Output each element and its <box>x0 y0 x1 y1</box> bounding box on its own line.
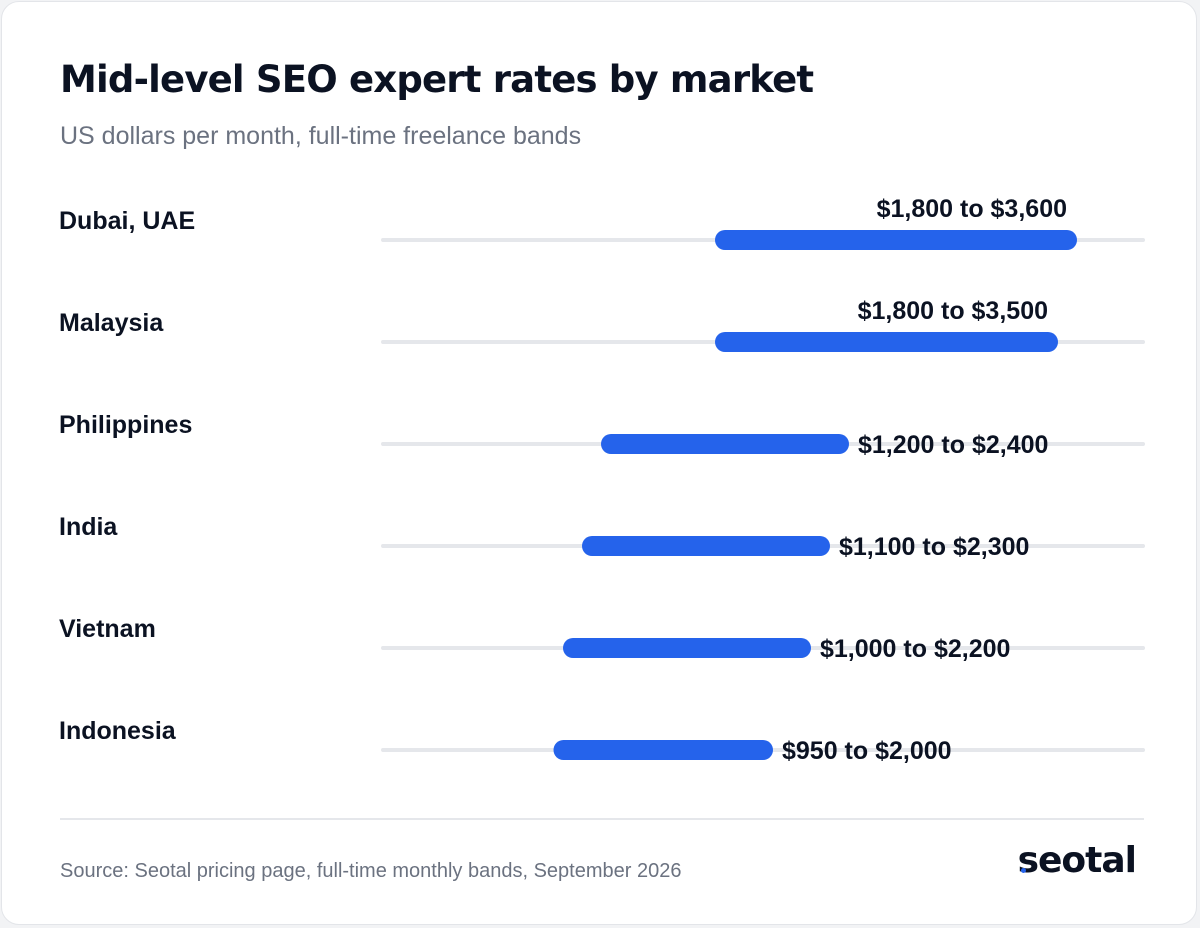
range-value-label: $1,100 to $2,300 <box>839 533 1029 561</box>
range-value-label: $1,800 to $3,500 <box>858 297 1048 325</box>
range-chart: Dubai, UAE $1,800 to $3,600 Malaysia $1,800… <box>59 195 1145 765</box>
logo-text: seotal <box>1017 840 1137 881</box>
range-value-label: $950 to $2,000 <box>782 737 952 765</box>
range-value-label: $1,000 to $2,200 <box>820 635 1010 663</box>
source-note: Source: Seotal pricing page, full-time m… <box>60 860 682 882</box>
chart-subtitle: US dollars per month, full-time freelanc… <box>60 122 582 150</box>
market-label: Malaysia <box>59 309 164 337</box>
footer-divider <box>60 818 1144 820</box>
range-value-label: $1,800 to $3,600 <box>877 195 1067 223</box>
market-label: Philippines <box>59 411 192 439</box>
market-label: Dubai, UAE <box>59 207 195 235</box>
seotal-logo: seotal <box>1017 840 1137 881</box>
market-label: India <box>59 513 118 541</box>
market-label: Indonesia <box>59 717 177 745</box>
range-value-label: $1,200 to $2,400 <box>858 431 1048 459</box>
chart-title: Mid-level SEO expert rates by market <box>60 58 814 101</box>
market-label: Vietnam <box>59 615 156 643</box>
logo-dot <box>1020 868 1026 873</box>
